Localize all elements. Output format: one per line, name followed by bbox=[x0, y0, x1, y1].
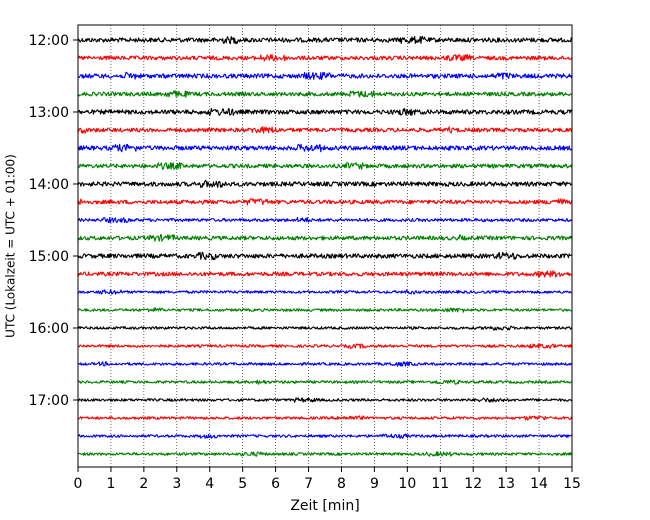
trace-row-1730 bbox=[77, 433, 573, 439]
trace-row-1715 bbox=[77, 415, 573, 421]
trace-row-1430 bbox=[77, 216, 573, 224]
trace-row-1330 bbox=[77, 143, 573, 153]
y-tick-label: 17:00 bbox=[29, 393, 69, 409]
trace-row-1645 bbox=[77, 379, 573, 385]
x-tick-label: 15 bbox=[563, 476, 581, 492]
trace-row-1415 bbox=[77, 198, 573, 206]
trace-row-1600 bbox=[77, 325, 573, 331]
x-tick-label: 2 bbox=[139, 476, 148, 492]
y-tick-label: 12:00 bbox=[29, 33, 69, 49]
trace-row-1630 bbox=[77, 361, 573, 367]
seismogram-traces bbox=[77, 35, 573, 457]
x-tick-label: 10 bbox=[398, 476, 416, 492]
trace-row-1315 bbox=[77, 126, 573, 134]
trace-row-1530 bbox=[77, 289, 573, 295]
y-tick-label: 15:00 bbox=[29, 249, 69, 265]
trace-row-1245 bbox=[77, 90, 573, 98]
y-tick-label: 14:00 bbox=[29, 177, 69, 193]
trace-row-1700 bbox=[77, 397, 573, 403]
trace-row-1445 bbox=[77, 234, 573, 242]
x-tick-label: 3 bbox=[172, 476, 181, 492]
x-tick-label: 5 bbox=[238, 476, 247, 492]
trace-row-1515 bbox=[77, 270, 573, 278]
x-tick-label: 11 bbox=[431, 476, 449, 492]
trace-row-1300 bbox=[77, 107, 573, 116]
x-axis-ticks: 0 1 2 3 4 5 6 7 8 9 10 11 12 13 14 15 bbox=[74, 467, 581, 492]
y-axis-label: UTC (Lokalzeit = UTC + 01:00) bbox=[4, 154, 18, 338]
y-tick-label: 13:00 bbox=[29, 105, 69, 121]
trace-row-1200 bbox=[77, 35, 573, 45]
trace-row-1745 bbox=[77, 451, 573, 457]
y-axis-ticks: 12:00 13:00 14:00 15:00 16:00 17:00 bbox=[29, 33, 78, 409]
trace-row-1345 bbox=[77, 162, 573, 170]
x-tick-label: 4 bbox=[205, 476, 214, 492]
x-tick-label: 13 bbox=[497, 476, 515, 492]
trace-row-1500 bbox=[77, 251, 573, 261]
x-tick-label: 9 bbox=[370, 476, 379, 492]
x-tick-label: 7 bbox=[304, 476, 313, 492]
x-tick-label: 1 bbox=[106, 476, 115, 492]
trace-row-1215 bbox=[77, 54, 573, 62]
trace-row-1615 bbox=[77, 343, 573, 349]
x-tick-label: 6 bbox=[271, 476, 280, 492]
trace-row-1545 bbox=[78, 307, 573, 313]
trace-row-1400 bbox=[77, 179, 573, 189]
x-tick-label: 8 bbox=[337, 476, 346, 492]
x-tick-label: 0 bbox=[74, 476, 83, 492]
x-axis-label: Zeit [min] bbox=[290, 498, 359, 514]
y-tick-label: 16:00 bbox=[29, 321, 69, 337]
plot-frame bbox=[77, 24, 573, 468]
trace-row-1230 bbox=[77, 71, 573, 81]
x-tick-label: 12 bbox=[464, 476, 482, 492]
x-tick-label: 14 bbox=[530, 476, 548, 492]
